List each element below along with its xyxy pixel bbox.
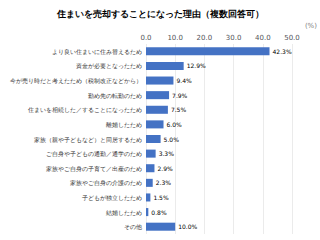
svg-text:3.3%: 3.3%	[159, 150, 175, 157]
svg-text:10.0: 10.0	[167, 34, 183, 42]
svg-text:家族やご自身の介護のため: 家族やご自身の介護のため	[70, 179, 142, 186]
svg-text:子どもが独立したため: 子どもが独立したため	[82, 194, 142, 201]
svg-text:2.9%: 2.9%	[157, 165, 173, 172]
svg-text:0.8%: 0.8%	[151, 209, 167, 216]
svg-text:離婚したため: 離婚したため	[106, 121, 142, 128]
svg-text:7.9%: 7.9%	[172, 92, 188, 99]
svg-text:より良い住まいに住み替えるため: より良い住まいに住み替えるため	[52, 48, 142, 55]
svg-text:住まいを相続した／することになったため: 住まいを相続した／することになったため	[27, 106, 142, 114]
svg-text:(%): (%)	[305, 22, 317, 30]
svg-text:50.0: 50.0	[284, 34, 300, 42]
svg-text:9.4%: 9.4%	[176, 77, 192, 84]
svg-text:家族やご自身の子育て／出産のため: 家族やご自身の子育て／出産のため	[46, 165, 142, 173]
svg-text:7.5%: 7.5%	[171, 106, 187, 113]
svg-text:結婚したため: 結婚したため	[105, 209, 142, 216]
svg-text:家族（親や子どもなど）と同居するため: 家族（親や子どもなど）と同居するため	[34, 136, 142, 144]
svg-text:12.9%: 12.9%	[187, 62, 206, 69]
svg-text:住まいを売却することになった理由（複数回答可）: 住まいを売却することになった理由（複数回答可）	[56, 9, 264, 19]
svg-text:今が売り時だと考えたため（税制改正などから）: 今が売り時だと考えたため（税制改正などから）	[10, 77, 142, 85]
svg-text:その他: その他	[124, 223, 142, 231]
svg-text:20.0: 20.0	[197, 34, 213, 42]
svg-text:6.0%: 6.0%	[167, 121, 183, 128]
svg-text:0.0: 0.0	[140, 34, 151, 42]
svg-text:42.3%: 42.3%	[273, 48, 292, 55]
svg-text:5.0%: 5.0%	[164, 136, 180, 143]
svg-text:2.3%: 2.3%	[156, 179, 172, 186]
svg-text:10.0%: 10.0%	[178, 223, 197, 230]
svg-text:資金が必要となったため: 資金が必要となったため	[76, 62, 142, 70]
svg-text:30.0: 30.0	[226, 34, 242, 42]
svg-text:ご自身や子どもの通勤／通学のため: ご自身や子どもの通勤／通学のため	[46, 150, 142, 158]
svg-text:40.0: 40.0	[255, 34, 271, 42]
svg-text:1.5%: 1.5%	[153, 194, 169, 201]
svg-text:勤め先の転勤のため: 勤め先の転勤のため	[88, 92, 142, 99]
